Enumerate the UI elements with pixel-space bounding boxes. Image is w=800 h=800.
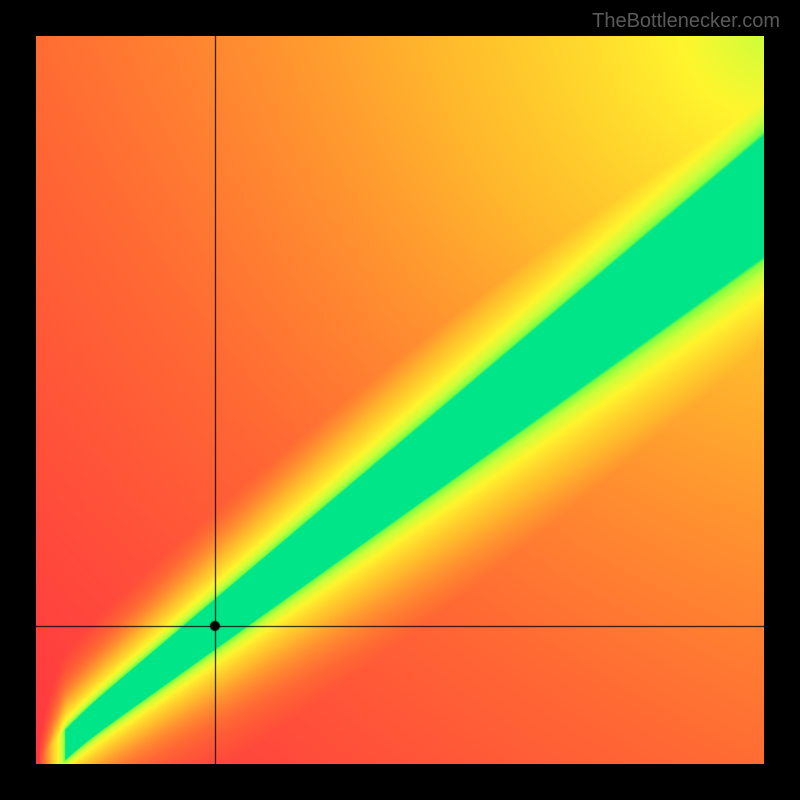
heatmap-plot-area (36, 36, 764, 764)
watermark-text: TheBottlenecker.com (592, 10, 780, 33)
heatmap-canvas (36, 36, 764, 764)
